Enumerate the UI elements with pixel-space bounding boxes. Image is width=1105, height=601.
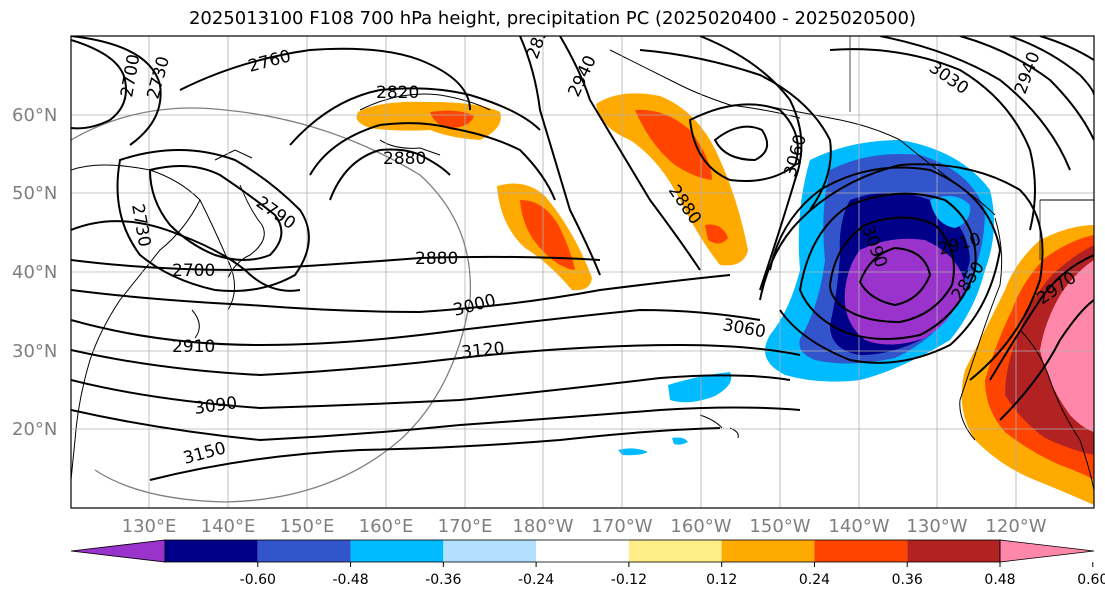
colorbar-tick-label: 0.12 — [706, 572, 737, 588]
contour-label: 2910 — [172, 337, 215, 357]
colorbar-segment — [165, 540, 258, 562]
lat-label: 60°N — [12, 105, 57, 126]
latitude-labels: 60°N 50°N 40°N 30°N 20°N — [12, 105, 57, 440]
colorbar-tick-label: -0.60 — [240, 572, 276, 588]
colorbar-tick-label: 0.36 — [892, 572, 923, 588]
lon-label: 140°W — [828, 516, 889, 537]
lat-label: 30°N — [12, 341, 57, 362]
colorbar-tick-label: -0.48 — [332, 572, 368, 588]
lon-label: 170°W — [591, 516, 652, 537]
longitude-labels: 130°E 140°E 150°E 160°E 170°E 180°W 170°… — [122, 516, 1047, 537]
colorbar-tick-label: -0.36 — [425, 572, 461, 588]
lon-label: 130°E — [122, 516, 177, 537]
lon-label: 140°E — [201, 516, 256, 537]
range-circle — [71, 107, 472, 503]
colorbar-segment — [536, 540, 629, 562]
colorbar-segment — [999, 539, 1095, 563]
colorbar-outline — [164, 539, 1001, 563]
colorbar-segment — [443, 540, 537, 562]
colorbar-tick-label: -0.12 — [611, 572, 647, 588]
colorbar-segment — [257, 540, 351, 562]
lon-label: 130°W — [906, 516, 967, 537]
contour-label: 2700 — [172, 261, 215, 281]
map-title: 2025013100 F108 700 hPa height, precipit… — [188, 8, 917, 29]
height-contours — [71, 36, 1094, 481]
colorbar-tick-label: 0.24 — [799, 572, 830, 588]
colorbar-tick-label: -0.24 — [518, 572, 554, 588]
lon-label: 160°E — [359, 516, 414, 537]
lon-label: 150°E — [280, 516, 335, 537]
colorbar-tick-label: 0.48 — [984, 572, 1015, 588]
colorbar-segment — [814, 540, 908, 562]
lon-label: 150°W — [749, 516, 810, 537]
colorbar-ticks: -0.60 -0.48 -0.36 -0.24 -0.12 0.12 0.24 0.36 0.4… — [240, 562, 1105, 588]
lon-label: 170°E — [438, 516, 493, 537]
colorbar-segment — [350, 540, 444, 562]
lon-label: 120°W — [985, 516, 1046, 537]
contour-label: 3120 — [460, 339, 505, 363]
colorbar — [70, 539, 1095, 563]
contour-label: 2880 — [383, 149, 426, 169]
contour-label: 2880 — [415, 249, 458, 269]
lat-label: 40°N — [12, 262, 57, 283]
lat-label: 20°N — [12, 419, 57, 440]
colorbar-segment — [721, 540, 815, 562]
colorbar-segment — [70, 539, 166, 563]
contour-label: 2820 — [376, 83, 419, 103]
lon-label: 160°W — [670, 516, 731, 537]
lat-label: 50°N — [12, 183, 57, 204]
lon-label: 180°W — [512, 516, 573, 537]
colorbar-tick-label: 0.60 — [1077, 572, 1105, 588]
colorbar-segment — [628, 540, 722, 562]
map-frame — [70, 35, 1095, 509]
colorbar-segment — [907, 540, 1000, 562]
